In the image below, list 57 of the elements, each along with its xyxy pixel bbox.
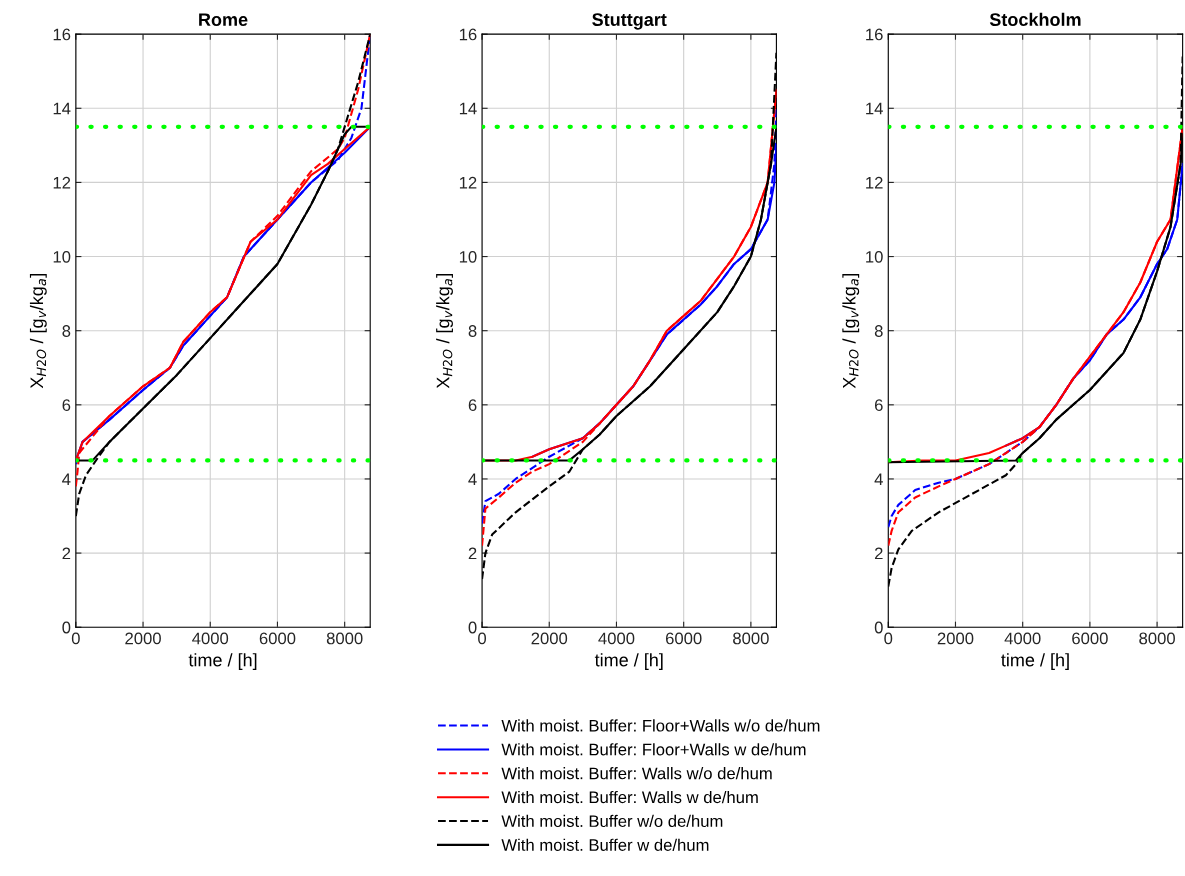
y-tick-label: 16 xyxy=(53,28,71,41)
y-tick-label: 10 xyxy=(459,250,477,263)
y-tick-label: 14 xyxy=(866,102,883,115)
x-tick-label: 2000 xyxy=(531,632,568,645)
x-tick-label: 4000 xyxy=(192,632,229,645)
chart-title: Rome xyxy=(199,13,248,27)
y-tick-label: 14 xyxy=(53,102,71,115)
y-tick-label: 8 xyxy=(874,325,883,337)
legend-label: With moist. Buffer: Floor+Walls w de/hum xyxy=(501,743,806,756)
legend-label: With moist. Buffer: Floor+Walls w/o de/hum xyxy=(501,719,820,732)
x-tick-label: 2000 xyxy=(937,632,974,645)
legend-label: With moist. Buffer w de/hum xyxy=(501,838,709,851)
y-tick-label: 16 xyxy=(866,28,883,41)
y-tick-label: 6 xyxy=(468,399,477,412)
x-tick-label: 8000 xyxy=(326,632,363,645)
x-tick-label: 8000 xyxy=(733,632,769,645)
y-tick-label: 10 xyxy=(53,250,71,263)
y-axis-title: X$_{H2O}$ / [g$_{v}$/kg$_{a}$] xyxy=(842,274,860,389)
y-tick-label: 2 xyxy=(874,547,883,560)
y-tick-label: 12 xyxy=(459,176,477,189)
x-tick-label: 6000 xyxy=(665,632,702,645)
y-tick-label: 6 xyxy=(62,399,71,412)
x-tick-label: 6000 xyxy=(1072,632,1108,645)
x-tick-label: 6000 xyxy=(259,632,296,645)
chart-title: Stockholm xyxy=(989,12,1081,27)
y-tick-label: 4 xyxy=(874,473,883,485)
chart-title: Stuttgart xyxy=(592,13,667,30)
y-tick-label: 8 xyxy=(468,325,477,337)
x-tick-label: 0 xyxy=(478,632,487,645)
legend-label: With moist. Buffer: Walls w de/hum xyxy=(501,790,758,804)
y-tick-label: 0 xyxy=(468,621,477,634)
y-tick-label: 10 xyxy=(866,250,883,263)
x-tick-label: 2000 xyxy=(125,632,161,645)
y-tick-label: 4 xyxy=(468,473,477,485)
y-tick-label: 14 xyxy=(459,102,477,115)
y-tick-label: 16 xyxy=(459,28,477,41)
x-tick-label: 0 xyxy=(71,632,80,645)
y-axis-title: X$_{H2O}$ / [g$_{v}$/kg$_{a}$] xyxy=(436,274,453,389)
x-tick-label: 8000 xyxy=(1139,632,1175,645)
legend-label: With moist. Buffer: Walls w/o de/hum xyxy=(501,767,772,780)
y-tick-label: 8 xyxy=(62,325,71,337)
y-tick-label: 2 xyxy=(62,547,71,560)
y-tick-label: 12 xyxy=(866,176,883,189)
x-tick-label: 4000 xyxy=(598,632,635,645)
x-tick-label: 0 xyxy=(884,632,893,645)
y-tick-label: 0 xyxy=(62,621,71,634)
y-tick-label: 2 xyxy=(468,547,477,560)
y-axis-title: X$_{H2O}$ / [g$_{v}$/kg$_{a}$] xyxy=(29,274,47,389)
legend-label: With moist. Buffer w/o de/hum xyxy=(501,814,723,828)
x-tick-label: 4000 xyxy=(1004,632,1041,645)
y-tick-label: 6 xyxy=(874,399,883,412)
x-axis-title: time / [h] xyxy=(1001,653,1069,670)
y-tick-label: 12 xyxy=(53,176,71,189)
x-axis-title: time / [h] xyxy=(594,653,663,670)
y-tick-label: 4 xyxy=(62,473,71,485)
y-tick-label: 0 xyxy=(874,621,883,634)
x-axis-title: time / [h] xyxy=(188,653,257,670)
